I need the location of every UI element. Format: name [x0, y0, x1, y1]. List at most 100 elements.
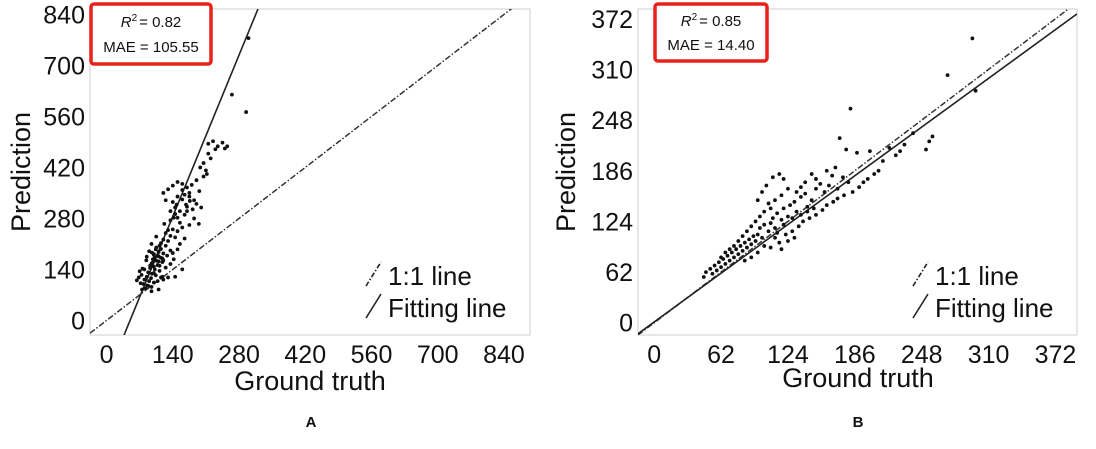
data-point-b: [809, 172, 814, 176]
data-point-a: [180, 267, 185, 272]
data-point-b: [732, 244, 736, 248]
data-point-a: [136, 275, 141, 280]
data-point-b: [798, 185, 803, 190]
data-point-b: [719, 265, 723, 270]
data-point-b: [701, 275, 706, 279]
data-point-a: [168, 209, 173, 214]
data-point-a: [187, 191, 192, 195]
data-point-b: [824, 203, 829, 207]
data-point-a: [173, 235, 178, 240]
data-point-b: [924, 147, 928, 152]
data-point-b: [768, 245, 773, 250]
data-point-a: [149, 242, 154, 246]
data-point-b: [781, 222, 786, 227]
chart-panel-b: 0 62 124 186 248 310 372 0 62 124 186 248 310 372 Gro…: [551, 2, 1078, 431]
data-point-a: [170, 227, 175, 232]
x-tick-label-b: 62: [707, 341, 735, 369]
data-point-a: [161, 251, 166, 256]
x-axis-title-a: Ground truth: [234, 366, 386, 396]
data-point-a: [171, 215, 176, 220]
x-tick-label-a: 700: [417, 341, 459, 369]
data-point-a: [170, 251, 175, 255]
y-tick-label-b: 248: [591, 107, 633, 135]
data-point-b: [768, 221, 773, 225]
data-point-a: [170, 183, 175, 188]
mae-b: MAE = 14.40: [667, 37, 754, 54]
data-point-a: [220, 140, 225, 145]
data-point-b: [857, 185, 862, 190]
data-point-b: [872, 172, 877, 176]
data-point-b: [850, 190, 855, 194]
data-point-a: [151, 264, 156, 269]
data-point-b: [818, 181, 823, 186]
data-point-a: [180, 197, 185, 202]
data-point-a: [147, 249, 152, 254]
data-point-a: [149, 285, 154, 289]
data-point-a: [148, 263, 152, 268]
data-point-b: [835, 186, 840, 191]
data-point-a: [177, 209, 182, 214]
data-point-a: [175, 180, 180, 184]
data-point-a: [182, 236, 187, 241]
x-tick-label-a: 420: [284, 341, 326, 369]
data-point-a: [168, 234, 173, 238]
data-point-a: [144, 274, 149, 279]
data-point-b: [755, 250, 760, 255]
mae-a: MAE = 105.55: [103, 39, 198, 56]
data-point-b: [786, 214, 790, 219]
data-point-a: [147, 279, 152, 283]
data-point-b: [727, 247, 732, 252]
x-tick-label-a: 280: [218, 341, 260, 369]
data-point-b: [801, 219, 805, 224]
data-point-b: [814, 212, 818, 217]
data-point-b: [814, 186, 818, 191]
y-tick-label-b: 124: [591, 208, 633, 236]
data-point-a: [155, 279, 160, 283]
panel-letter-a: A: [306, 414, 317, 431]
data-point-a: [170, 200, 175, 204]
data-point-b: [868, 149, 872, 154]
data-point-b: [805, 204, 810, 209]
data-point-a: [159, 247, 163, 251]
data-point-b: [927, 139, 932, 144]
data-point-b: [762, 244, 767, 248]
data-point-a: [189, 183, 194, 187]
data-point-a: [151, 260, 155, 265]
data-point-b: [745, 229, 749, 234]
data-point-b: [753, 219, 758, 224]
data-point-b: [770, 216, 775, 221]
data-point-a: [166, 187, 170, 192]
data-point-b: [848, 106, 853, 111]
data-point-a: [173, 212, 178, 216]
data-point-b: [753, 239, 758, 243]
data-point-a: [162, 222, 167, 226]
x-tick-label-a: 560: [351, 341, 393, 369]
data-point-a: [185, 209, 189, 214]
data-point-a: [213, 147, 218, 152]
data-point-a: [155, 253, 160, 258]
data-point-a: [244, 110, 249, 114]
data-point-a: [187, 194, 192, 199]
data-point-b: [809, 198, 814, 203]
data-point-a: [134, 278, 139, 283]
r-squared-a: R2 = 0.82: [121, 13, 182, 31]
data-point-a: [194, 201, 199, 206]
data-point-a: [187, 223, 192, 227]
data-point-b: [807, 216, 812, 221]
data-point-b: [865, 177, 870, 181]
data-point-b: [792, 235, 797, 240]
data-point-b: [846, 180, 851, 185]
data-point-a: [166, 275, 170, 280]
data-point-b: [911, 131, 915, 136]
data-point-b: [777, 240, 782, 245]
data-point-a: [182, 212, 187, 217]
data-point-b: [824, 168, 829, 173]
data-point-b: [723, 250, 728, 255]
x-tick-label-a: 140: [152, 341, 194, 369]
data-point-b: [830, 173, 835, 178]
data-point-a: [165, 253, 170, 258]
data-point-a: [157, 268, 162, 273]
data-point-a: [204, 172, 209, 176]
legend-one-to-one-a: 1:1 line: [388, 261, 472, 291]
data-point-b: [794, 209, 799, 214]
